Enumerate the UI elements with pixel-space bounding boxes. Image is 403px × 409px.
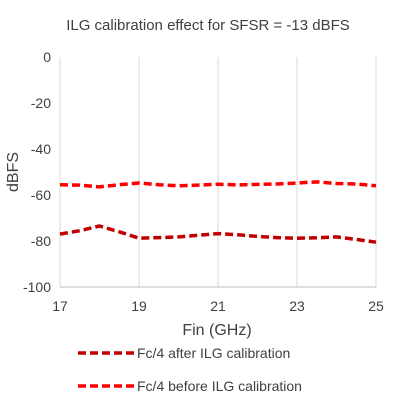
x-tick-label: 19 [131, 298, 147, 314]
legend-label-1: Fc/4 before ILG calibration [137, 378, 302, 394]
series-line-0 [59, 224, 377, 244]
chart-title: ILG calibration effect for SFSR = -13 dB… [66, 17, 350, 34]
x-tick-label: 17 [52, 298, 68, 314]
x-tick-label: 25 [368, 298, 384, 314]
y-tick-label: -40 [31, 141, 51, 157]
x-tick-label: 23 [289, 298, 305, 314]
y-axis-title: dBFS [5, 152, 22, 192]
x-axis-title: Fin (GHz) [182, 322, 251, 339]
x-axis: 17 19 21 23 25 [52, 286, 384, 314]
series-line-1 [59, 180, 377, 189]
series-lines [59, 180, 377, 244]
grid [59, 57, 377, 287]
legend: Fc/4 after ILG calibration Fc/4 before IL… [78, 345, 302, 394]
y-axis: 0 -20 -40 -60 -80 -100 [23, 49, 51, 295]
legend-label-0: Fc/4 after ILG calibration [137, 345, 290, 361]
y-tick-label: -60 [31, 187, 51, 203]
y-tick-label: -100 [23, 279, 51, 295]
y-tick-label: -80 [31, 233, 51, 249]
y-tick-label: -20 [31, 95, 51, 111]
y-tick-label: 0 [43, 49, 51, 65]
x-tick-label: 21 [210, 298, 226, 314]
